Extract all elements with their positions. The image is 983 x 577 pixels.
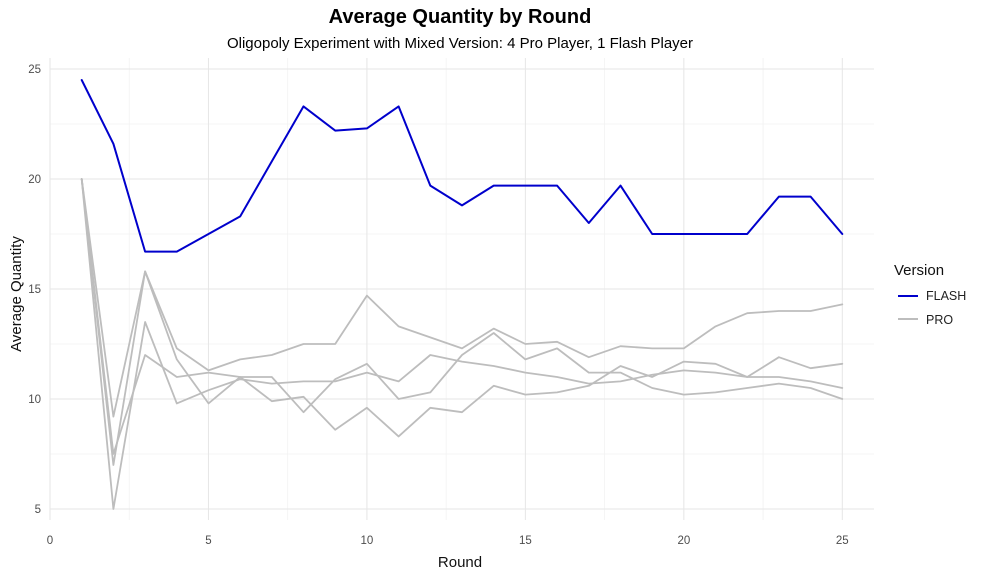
series-line-flash-0 bbox=[80, 79, 844, 253]
legend-title: Version bbox=[894, 262, 944, 279]
x-tick-label: 25 bbox=[836, 535, 849, 547]
y-tick-label: 10 bbox=[28, 394, 41, 406]
series-line-pro-1 bbox=[80, 178, 844, 466]
legend-label-pro: PRO bbox=[926, 313, 953, 327]
legend: Version FLASH PRO bbox=[894, 262, 966, 327]
x-axis-ticks: 0 5 10 15 20 25 bbox=[47, 535, 849, 547]
legend-label-flash: FLASH bbox=[926, 289, 966, 303]
chart-title: Average Quantity by Round bbox=[329, 6, 592, 28]
series-lines bbox=[80, 79, 844, 510]
x-tick-label: 20 bbox=[677, 535, 690, 547]
y-tick-label: 15 bbox=[28, 284, 41, 296]
series-line-pro-2 bbox=[80, 178, 844, 438]
y-tick-label: 20 bbox=[28, 174, 41, 186]
x-axis-title: Round bbox=[438, 554, 482, 571]
y-tick-label: 25 bbox=[28, 64, 41, 76]
x-tick-label: 0 bbox=[47, 535, 53, 547]
x-tick-label: 15 bbox=[519, 535, 532, 547]
series-line-pro-4 bbox=[80, 178, 844, 455]
y-axis-title: Average Quantity bbox=[8, 236, 25, 352]
x-tick-label: 5 bbox=[205, 535, 211, 547]
series-line-pro-3 bbox=[80, 178, 844, 510]
major-gridlines bbox=[49, 58, 874, 520]
chart-subtitle: Oligopoly Experiment with Mixed Version:… bbox=[227, 35, 693, 52]
y-axis-ticks: 5 10 15 20 25 bbox=[28, 64, 41, 516]
y-tick-label: 5 bbox=[35, 504, 41, 516]
x-tick-label: 10 bbox=[361, 535, 374, 547]
